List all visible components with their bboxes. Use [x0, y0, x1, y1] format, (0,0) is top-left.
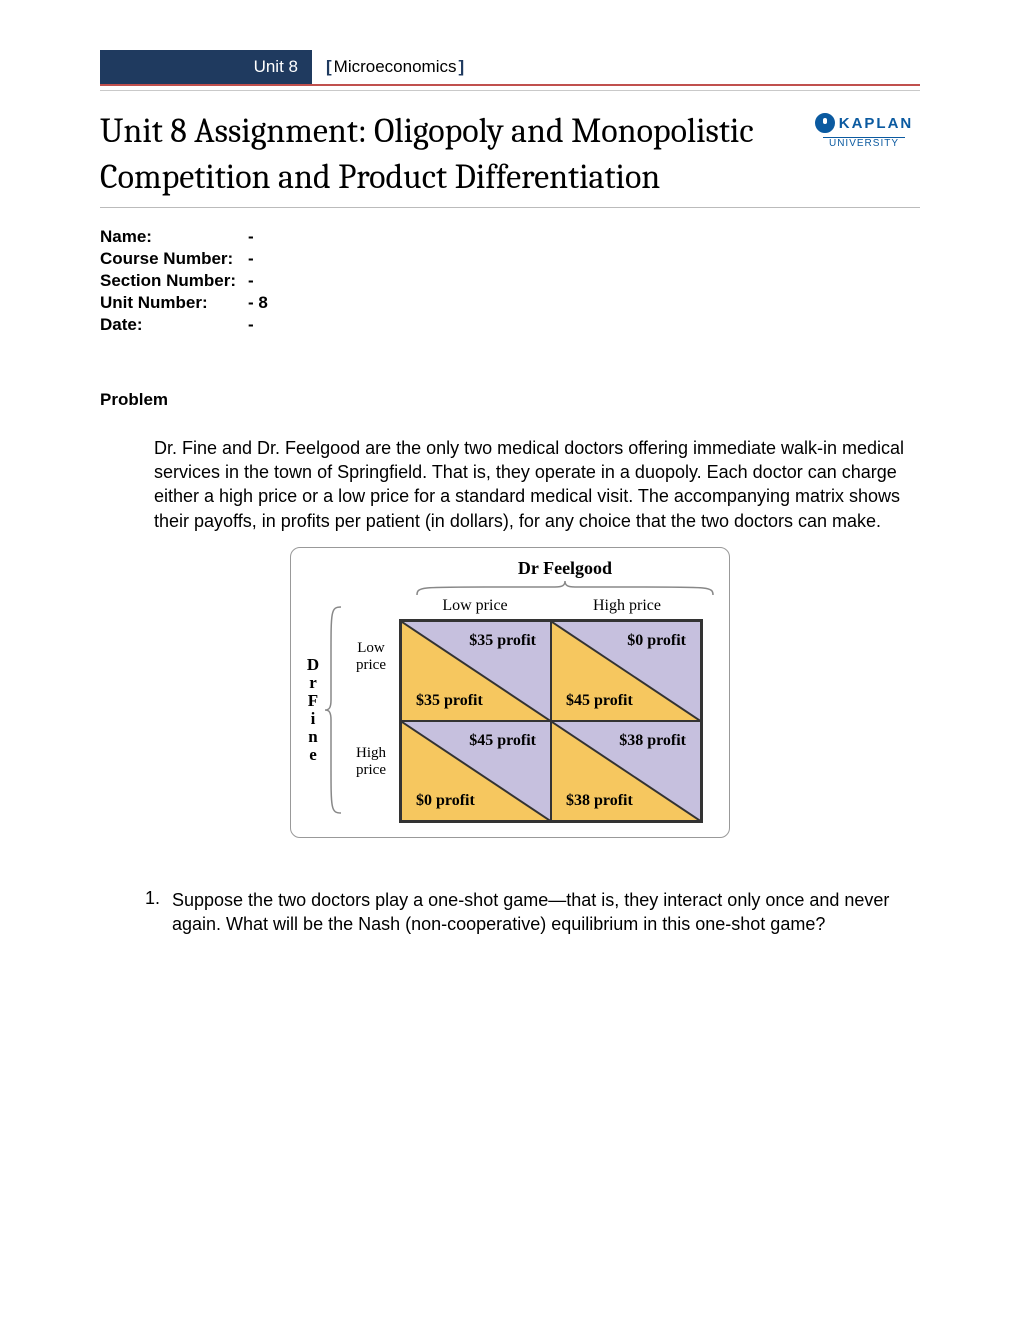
payoff-cell: $45 profit $0 profit — [401, 721, 551, 821]
subject-text: Microeconomics — [334, 57, 457, 77]
payoff-upper: $38 profit — [619, 732, 686, 750]
info-label: Unit Number: — [100, 292, 240, 314]
payoff-cell: $38 profit $38 profit — [551, 721, 701, 821]
info-value: - — [240, 248, 268, 270]
column-label: High price — [551, 597, 703, 619]
question-text: Suppose the two doctors play a one-shot … — [172, 888, 920, 937]
payoff-upper: $35 profit — [469, 632, 536, 650]
payoff-cell: $0 profit $45 profit — [551, 621, 701, 721]
logo-brand: KAPLAN — [839, 115, 914, 132]
left-brace-icon — [325, 605, 343, 815]
column-labels: Low priceHigh price — [399, 597, 703, 619]
payoff-matrix: Dr Feelgood DrFine Low priceHigh price L… — [290, 547, 730, 838]
header-unit-label: Unit 8 — [208, 50, 312, 84]
payoff-lower: $38 profit — [566, 792, 633, 810]
info-table: Name:-Course Number:-Section Number:-Uni… — [100, 226, 268, 336]
payoff-cell: $35 profit $35 profit — [401, 621, 551, 721]
info-row: Course Number:- — [100, 248, 268, 270]
info-value: - — [240, 270, 268, 292]
question-item: 1. Suppose the two doctors play a one-sh… — [100, 888, 920, 937]
row-label: Low price — [343, 640, 399, 674]
payoff-lower: $35 profit — [416, 692, 483, 710]
payoff-lower: $0 profit — [416, 792, 475, 810]
info-row: Section Number:- — [100, 270, 268, 292]
bracket-close: ] — [456, 57, 466, 77]
kaplan-logo: KAPLAN UNIVERSITY — [808, 109, 920, 151]
payoff-upper: $0 profit — [627, 632, 686, 650]
info-value: - — [240, 314, 268, 336]
row-player-label: DrFine — [305, 656, 321, 763]
bracket-open: [ — [324, 57, 334, 77]
header-subject: [ Microeconomics ] — [312, 50, 466, 84]
row-label: High price — [343, 745, 399, 779]
top-brace-icon — [415, 581, 715, 597]
question-number: 1. — [100, 888, 160, 937]
info-label: Name: — [100, 226, 240, 248]
info-label: Section Number: — [100, 270, 240, 292]
column-player-label: Dr Feelgood — [305, 558, 715, 579]
payoff-lower: $45 profit — [566, 692, 633, 710]
column-label: Low price — [399, 597, 551, 619]
logo-icon — [815, 113, 835, 133]
header-accent-block — [100, 50, 208, 84]
info-row: Unit Number:- 8 — [100, 292, 268, 314]
page-title: Unit 8 Assignment: Oligopoly and Monopol… — [100, 109, 808, 201]
header-bar: Unit 8 [ Microeconomics ] — [100, 50, 920, 86]
info-label: Course Number: — [100, 248, 240, 270]
logo-subtext: UNIVERSITY — [823, 137, 905, 149]
info-value: - 8 — [240, 292, 268, 314]
header-divider — [100, 90, 920, 91]
section-heading: Problem — [100, 390, 920, 410]
problem-paragraph: Dr. Fine and Dr. Feelgood are the only t… — [154, 436, 910, 533]
payoff-grid: $35 profit$35 profit$0 profit$45 profit$… — [399, 619, 703, 823]
info-row: Date:- — [100, 314, 268, 336]
info-label: Date: — [100, 314, 240, 336]
payoff-upper: $45 profit — [469, 732, 536, 750]
title-underline — [100, 207, 920, 208]
info-row: Name:- — [100, 226, 268, 248]
info-value: - — [240, 226, 268, 248]
row-labels: Low price High price — [343, 605, 399, 815]
